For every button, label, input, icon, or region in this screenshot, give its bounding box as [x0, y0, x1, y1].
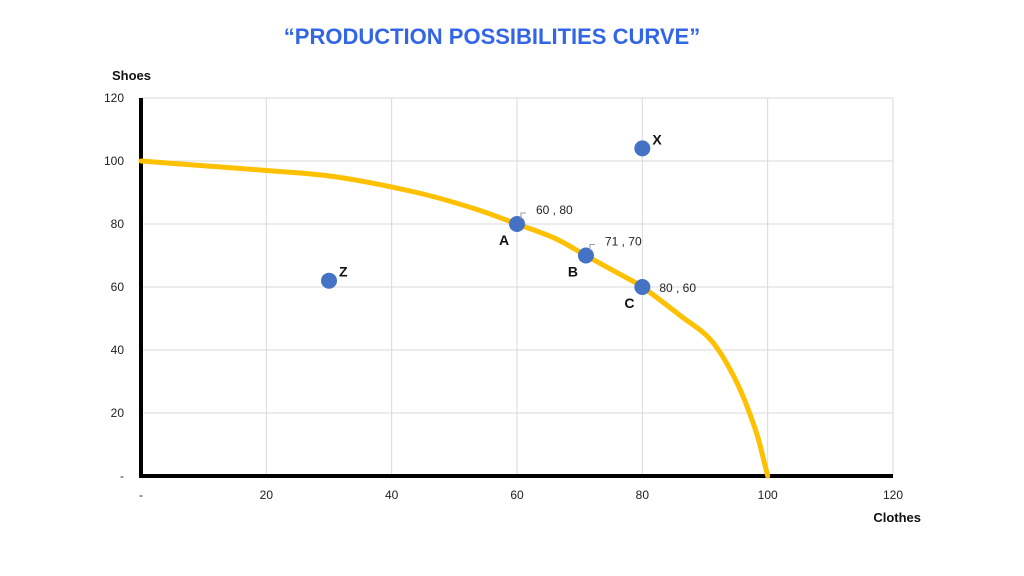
point-z [321, 272, 337, 289]
point-c [634, 279, 651, 295]
x-tick-label: 100 [758, 488, 778, 502]
y-tick-label: - [120, 469, 124, 483]
point-label-b: B [568, 264, 578, 280]
data-label-a: 60 , 80 [536, 203, 573, 217]
y-tick-label: 60 [111, 280, 125, 294]
y-axis-label: Shoes [112, 68, 151, 83]
point-label-c: C [624, 295, 634, 311]
x-tick-label: 120 [883, 488, 903, 502]
tick-labels: - 20 40 60 80 100 120 - 20 40 60 80 100 120 [104, 91, 903, 502]
x-tick-label: 20 [260, 488, 274, 502]
x-axis-label: Clothes [873, 510, 921, 525]
point-label-a: A [499, 232, 509, 248]
x-tick-label: - [139, 488, 143, 502]
y-tick-label: 80 [111, 217, 125, 231]
y-tick-label: 100 [104, 154, 124, 168]
point-a [509, 216, 525, 232]
y-tick-label: 40 [111, 343, 125, 357]
data-label-leader [589, 244, 595, 251]
x-tick-label: 40 [385, 488, 399, 502]
data-label-leader [520, 212, 526, 219]
y-tick-label: 120 [104, 91, 124, 105]
data-label-c: 80 , 60 [659, 281, 696, 295]
y-tick-label: 20 [111, 406, 125, 420]
x-tick-label: 80 [636, 488, 650, 502]
x-tick-label: 60 [510, 488, 524, 502]
data-label-b: 71 , 70 [605, 235, 642, 249]
point-label-x: X [652, 131, 662, 147]
point-b [577, 247, 594, 264]
point-x [634, 140, 651, 157]
data-points: A 60 , 80 B 71 , 70 C 80 , 60 X Z [321, 131, 696, 311]
point-label-z: Z [339, 264, 348, 280]
chart-title: “PRODUCTION POSSIBILITIES CURVE” [284, 24, 700, 49]
